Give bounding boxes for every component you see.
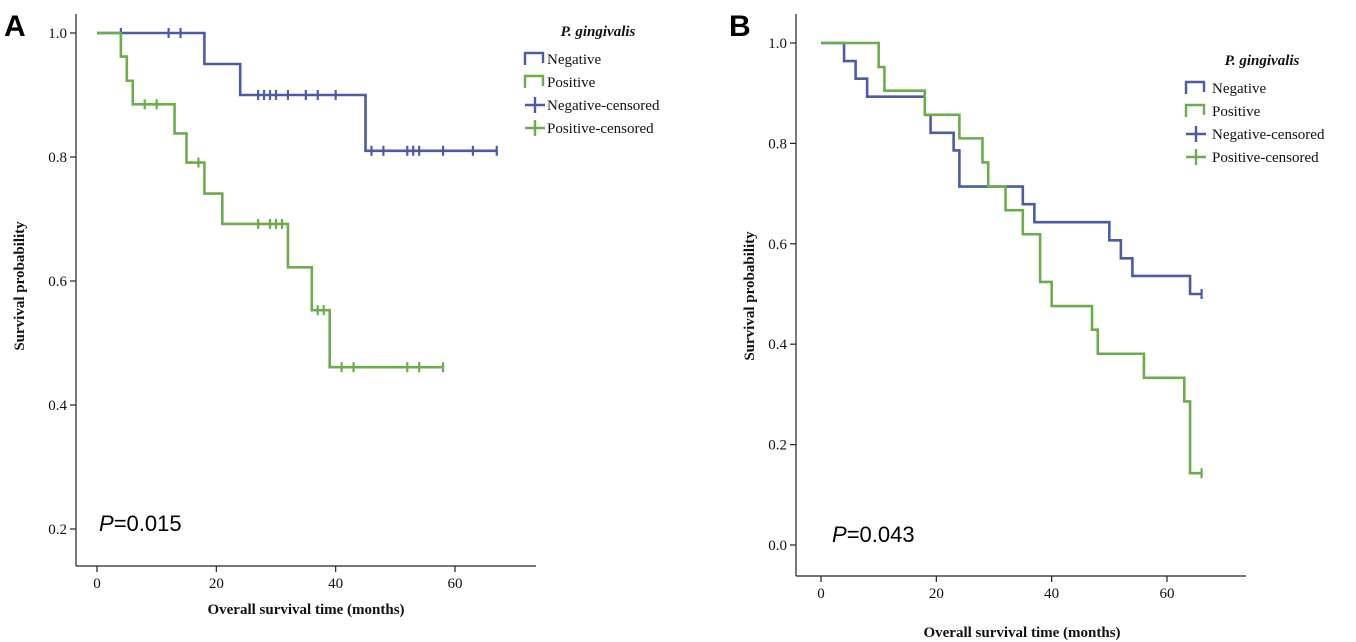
- km-curve-positive: [97, 31, 444, 369]
- panel-label: A: [4, 10, 26, 43]
- y-tick-label: 0.8: [48, 150, 67, 166]
- legend-swatch-negative: [523, 51, 545, 65]
- legend-entry: Positive-censored: [1212, 150, 1319, 166]
- p-value-symbol: P: [99, 511, 114, 536]
- p-value-annotation: P=0.015: [99, 511, 182, 536]
- y-tick-label: 0.8: [768, 136, 787, 152]
- legend-entry: Negative: [1212, 81, 1266, 97]
- x-tick-label: 20: [929, 586, 944, 602]
- legend-entry: Negative-censored: [547, 98, 660, 114]
- legend-title: P. gingivalis: [561, 24, 636, 40]
- y-tick-label: 0.4: [768, 337, 787, 353]
- p-value-text: =0.015: [114, 511, 182, 536]
- y-tick-label: 1.0: [48, 26, 67, 42]
- p-value-annotation: P=0.043: [832, 522, 915, 547]
- p-value-symbol: P: [832, 522, 847, 547]
- y-tick-label: 0.2: [768, 438, 787, 454]
- x-tick-label: 60: [1160, 586, 1175, 602]
- y-axis-label: Survival probability: [12, 221, 28, 351]
- x-tick-label: 60: [448, 576, 463, 592]
- x-tick-label: 0: [93, 576, 101, 592]
- y-tick-label: 0.4: [48, 398, 67, 414]
- legend-swatch-negative: [1184, 80, 1206, 94]
- x-axis-label: Overall survival time (months): [923, 625, 1120, 641]
- panel-label: B: [729, 10, 751, 43]
- x-tick-label: 20: [209, 576, 224, 592]
- legend-entry: Negative-censored: [1212, 127, 1325, 143]
- y-tick-label: 1.0: [768, 36, 787, 52]
- y-tick-label: 0.6: [48, 274, 67, 290]
- km-curve-negative: [821, 41, 1202, 296]
- legend-entry: Positive-censored: [547, 121, 654, 137]
- y-tick-label: 0.2: [48, 522, 67, 538]
- x-tick-label: 40: [328, 576, 343, 592]
- y-tick-label: 0.0: [768, 538, 787, 554]
- p-value-text: =0.043: [847, 522, 915, 547]
- x-tick-label: 40: [1044, 586, 1059, 602]
- legend-entry: Positive: [547, 75, 596, 91]
- panel-b: 0.0 0.2 0.4 0.6 0.8 1.0 0 20 40 60 Overall surviva…: [729, 10, 1325, 641]
- x-tick-label: 0: [817, 586, 825, 602]
- km-curve-positive: [821, 41, 1202, 475]
- legend-swatch-positive: [523, 74, 545, 88]
- km-curve-negative: [97, 31, 497, 153]
- x-axis-label: Overall survival time (months): [207, 602, 404, 618]
- legend-entry: Positive: [1212, 104, 1261, 120]
- legend-title: P. gingivalis: [1225, 53, 1300, 69]
- panel-a: 0.2 0.4 0.6 0.8 1.0 0 20 40 60 Overall survival t…: [4, 10, 660, 618]
- y-tick-label: 0.6: [768, 237, 787, 253]
- y-axis-label: Survival probability: [742, 231, 758, 361]
- legend-swatch-positive: [1184, 103, 1206, 117]
- legend-entry: Negative: [547, 52, 601, 68]
